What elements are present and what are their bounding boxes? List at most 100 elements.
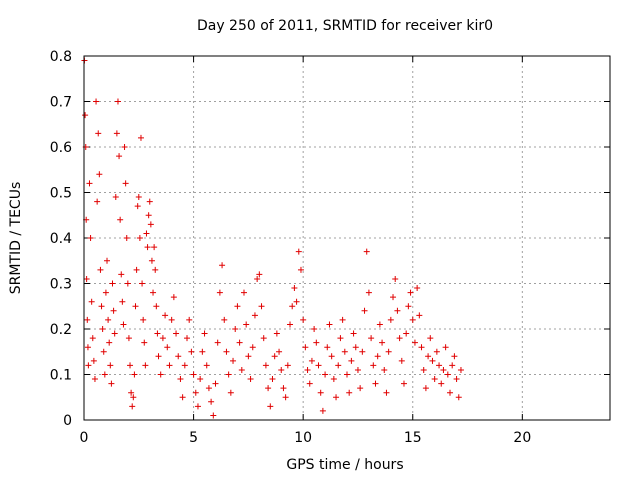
data-point [234, 303, 241, 310]
data-point [152, 266, 159, 273]
data-point [141, 339, 148, 346]
data-point [188, 348, 195, 355]
data-point [238, 366, 245, 373]
data-point [134, 203, 141, 210]
data-point [96, 171, 103, 178]
data-point [409, 316, 416, 323]
data-point [407, 289, 414, 296]
data-point [118, 271, 125, 278]
data-point [438, 380, 445, 387]
data-point [363, 248, 370, 255]
data-point [396, 335, 403, 342]
data-point [133, 266, 140, 273]
data-point [341, 348, 348, 355]
data-point [247, 376, 254, 383]
data-point [381, 366, 388, 373]
data-point [447, 389, 454, 396]
data-point [425, 353, 432, 360]
data-point [203, 362, 210, 369]
data-point [403, 330, 410, 337]
data-point [88, 298, 95, 305]
data-point [416, 312, 423, 319]
y-axis-label: SRMTID / TECUs [8, 182, 24, 295]
data-point [208, 398, 215, 405]
y-tick-label: 0.3 [50, 277, 72, 293]
data-point [271, 353, 278, 360]
data-point [106, 339, 113, 346]
data-point [418, 344, 425, 351]
data-point [104, 257, 111, 264]
y-tick-label: 0.6 [50, 140, 72, 156]
data-point [82, 112, 89, 119]
data-point [136, 235, 143, 241]
y-tick-label: 0.2 [50, 322, 72, 338]
data-point [289, 303, 296, 310]
data-point [223, 348, 230, 355]
data-point [135, 194, 142, 201]
data-point [398, 357, 405, 364]
data-point [328, 353, 335, 360]
data-point [90, 357, 97, 364]
x-tick-label: 5 [189, 430, 198, 446]
data-point [122, 180, 129, 187]
data-point [132, 303, 139, 310]
data-point [370, 362, 377, 369]
data-point [300, 316, 307, 323]
data-point [420, 366, 427, 373]
data-point [324, 344, 331, 351]
data-point [117, 216, 124, 223]
data-point [111, 330, 118, 337]
data-point [84, 344, 91, 351]
data-point [429, 357, 436, 364]
data-point [124, 280, 131, 287]
data-point [337, 335, 344, 342]
data-point [144, 244, 151, 251]
y-tick-label: 0.8 [50, 49, 72, 65]
data-point [444, 371, 451, 378]
data-point [422, 385, 429, 392]
data-point [385, 348, 392, 355]
data-point [107, 362, 114, 369]
data-point [291, 285, 298, 292]
data-point [267, 403, 274, 410]
data-point [436, 362, 443, 369]
data-point [145, 212, 152, 219]
data-point [173, 330, 180, 337]
data-point [210, 412, 217, 419]
data-point [230, 357, 237, 364]
data-point [315, 362, 322, 369]
data-point [376, 321, 383, 328]
data-point [273, 330, 280, 337]
data-point [333, 394, 340, 401]
data-point [102, 289, 109, 296]
data-point [113, 130, 120, 137]
y-tick-label: 0.7 [50, 95, 72, 111]
data-point [260, 335, 267, 342]
data-point [186, 316, 193, 323]
data-point [457, 366, 464, 373]
data-point [164, 344, 171, 351]
data-point [326, 321, 333, 328]
data-point [168, 316, 175, 323]
data-point [249, 344, 256, 351]
data-point [306, 380, 313, 387]
data-point [411, 339, 418, 346]
data-point [449, 362, 456, 369]
data-point [142, 362, 149, 369]
data-point [205, 385, 212, 392]
data-point [221, 316, 228, 323]
data-point [308, 357, 315, 364]
data-point [95, 130, 102, 137]
data-point [359, 348, 366, 355]
x-tick-label: 20 [513, 430, 531, 446]
data-point [194, 403, 201, 410]
data-point [251, 312, 258, 319]
data-point [151, 244, 158, 251]
data-point [383, 389, 390, 396]
data-point [295, 248, 302, 255]
data-point [262, 362, 269, 369]
data-point [455, 394, 462, 401]
data-point [108, 380, 115, 387]
data-point [287, 321, 294, 328]
data-point [357, 385, 364, 392]
